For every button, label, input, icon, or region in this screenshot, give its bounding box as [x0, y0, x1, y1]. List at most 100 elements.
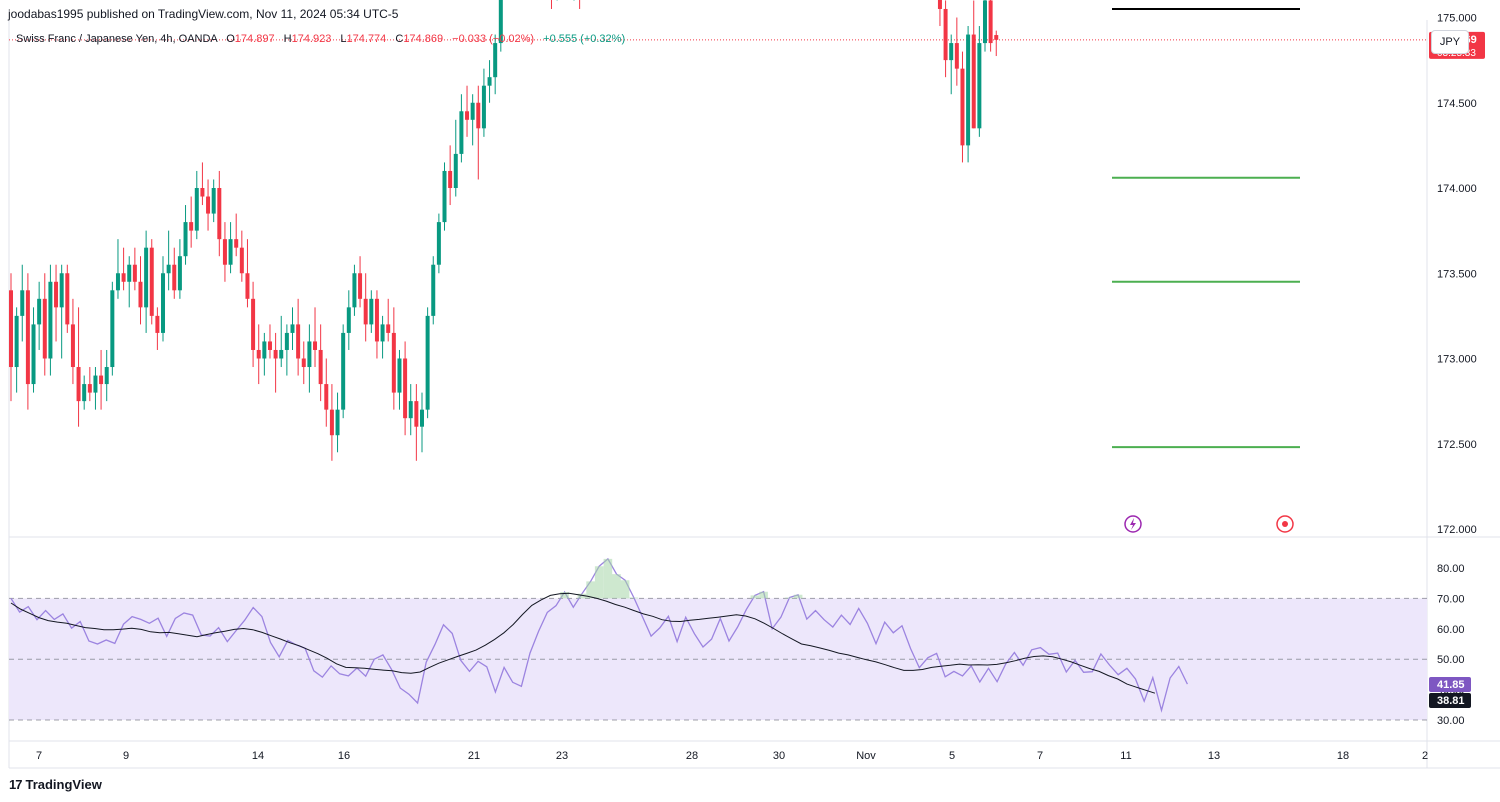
candle [251, 281, 256, 368]
candle-body [284, 332, 289, 350]
candle-body [459, 111, 464, 154]
change-extended: +0.555 (+0.32%) [543, 33, 626, 45]
candle-body [127, 264, 132, 282]
candle [954, 17, 959, 86]
candle [374, 290, 379, 359]
candle-body [465, 111, 470, 120]
price-tick-label: 172.500 [1437, 439, 1477, 451]
candle-body [414, 401, 419, 427]
candle [172, 247, 177, 299]
candle-body [453, 153, 458, 188]
time-tick-label: 2 [1422, 750, 1428, 762]
candle-body [436, 222, 441, 265]
candle [48, 264, 53, 376]
candle-body [206, 196, 211, 214]
candle-body [194, 188, 199, 231]
candle [391, 307, 396, 410]
low-label: L [340, 33, 347, 45]
candle-body [335, 409, 340, 436]
candle [70, 298, 75, 385]
lightning-glyph [1130, 518, 1136, 530]
candle-body [217, 188, 222, 240]
candle [487, 60, 492, 103]
candle [341, 324, 346, 419]
candle-body [9, 290, 13, 368]
low-value: 174.774 [346, 33, 387, 45]
candle [132, 247, 137, 291]
candle [977, 26, 982, 137]
time-tick-label: 16 [338, 750, 350, 762]
candle [262, 332, 267, 376]
time-tick-label: 7 [1037, 750, 1043, 762]
candle-body [318, 349, 323, 385]
price-tick-label: 174.500 [1437, 98, 1477, 110]
candle [155, 307, 160, 350]
candle [329, 384, 334, 461]
candle-body [132, 264, 137, 282]
candle [476, 85, 481, 180]
candle-body [498, 0, 503, 44]
candle-body [977, 43, 982, 129]
candle-body [943, 8, 948, 61]
candle-body [960, 68, 965, 146]
publisher-credit: joodabas1995 published on TradingView.co… [8, 7, 399, 21]
candle [279, 315, 284, 368]
candle [127, 256, 132, 308]
candle [267, 324, 272, 359]
candle-body [971, 34, 976, 129]
candle [442, 162, 447, 231]
candle [403, 341, 408, 436]
time-tick-label: 30 [773, 750, 785, 762]
candle-body [20, 290, 25, 316]
candle [459, 94, 464, 163]
candle [481, 68, 486, 137]
candle-body [14, 315, 19, 368]
price-tick-label: 173.500 [1437, 268, 1477, 280]
candle [183, 205, 188, 265]
candle [87, 367, 92, 402]
candle [436, 213, 441, 274]
candle-body [149, 247, 154, 316]
symbol-legend: Swiss Franc / Japanese Yen, 4h, OANDA O 1… [16, 33, 625, 45]
candle-body [419, 409, 424, 427]
tradingview-logo[interactable]: 17 TradingView [9, 777, 102, 792]
record-icon[interactable] [1276, 515, 1294, 533]
rsi-ma-line [10, 592, 1156, 694]
candle-body [93, 375, 98, 393]
candle-body [481, 85, 486, 129]
close-label: C [395, 33, 404, 45]
currency-button[interactable]: JPY [1431, 30, 1469, 54]
candle [37, 281, 42, 350]
candle-body [115, 273, 120, 291]
price-tick-label: 174.000 [1437, 183, 1477, 195]
candle-body [25, 290, 30, 385]
price-tick-label: 173.000 [1437, 354, 1477, 366]
candle-body [183, 222, 188, 257]
candle-body [363, 298, 368, 325]
candle [76, 307, 81, 427]
candle-body [391, 332, 396, 393]
rsi-tick-label: 70.00 [1437, 593, 1465, 605]
candle-body [42, 298, 47, 359]
candle-body [234, 239, 239, 248]
candle [550, 0, 552, 9]
candle [42, 273, 47, 376]
candle-body [386, 324, 391, 333]
rsi-tick-label: 30.00 [1437, 715, 1465, 727]
candle [465, 85, 470, 137]
open-label: O [226, 33, 235, 45]
candle-body [329, 409, 334, 436]
symbol-name[interactable]: Swiss Franc / Japanese Yen, 4h, OANDA [16, 33, 218, 45]
candle [949, 34, 954, 95]
candle-body [324, 384, 329, 410]
candle-body [99, 375, 104, 385]
candle [960, 51, 965, 163]
candle [988, 0, 993, 52]
candle [14, 307, 19, 393]
time-tick-label: 18 [1337, 750, 1349, 762]
candle [994, 30, 999, 57]
candle-body [380, 324, 385, 342]
lightning-icon[interactable] [1124, 515, 1142, 533]
candle [256, 324, 261, 385]
